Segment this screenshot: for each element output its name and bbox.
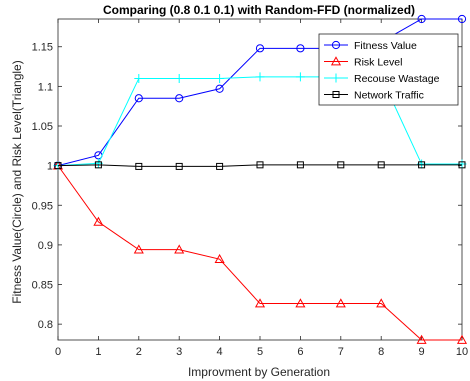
x-tick-label: 0 bbox=[55, 346, 61, 358]
data-point-2-3 bbox=[174, 73, 184, 83]
data-point-0-2 bbox=[134, 94, 143, 103]
data-point-3-0 bbox=[54, 162, 62, 170]
data-point-0-9 bbox=[417, 14, 426, 24]
y-tick-label: 1.1 bbox=[38, 81, 53, 93]
data-point-3-8 bbox=[377, 161, 385, 169]
x-tick-label: 8 bbox=[378, 346, 384, 358]
x-tick-label: 5 bbox=[257, 346, 263, 358]
y-axis-label: Fitness Value(Circle) and Risk Level(Tri… bbox=[10, 60, 24, 303]
series-3 bbox=[54, 161, 466, 170]
data-point-1-4 bbox=[214, 253, 225, 264]
legend-marker-2 bbox=[331, 73, 341, 83]
legend-label-3: Network Traffic bbox=[354, 90, 424, 102]
series-line-1 bbox=[57, 165, 462, 341]
legend-label-0: Fitness Value bbox=[354, 40, 417, 52]
legend-marker-1 bbox=[330, 56, 342, 66]
data-point-1-2 bbox=[133, 244, 144, 254]
data-point-0-10 bbox=[457, 14, 467, 24]
data-point-3-1 bbox=[94, 161, 102, 169]
chart-title: Comparing (0.8 0.1 0.1) with Random-FFD … bbox=[103, 3, 415, 17]
data-point-1-10 bbox=[456, 334, 468, 344]
x-tick-label: 7 bbox=[338, 346, 344, 358]
data-point-1-6 bbox=[295, 298, 306, 308]
data-point-3-10 bbox=[458, 161, 466, 169]
data-point-3-2 bbox=[135, 162, 143, 170]
data-point-2-4 bbox=[215, 73, 225, 83]
y-tick-label: 1.15 bbox=[32, 42, 53, 54]
legend-marker-0 bbox=[331, 40, 341, 50]
x-tick-label: 10 bbox=[456, 346, 468, 358]
data-point-0-6 bbox=[296, 44, 305, 53]
data-point-0-5 bbox=[255, 44, 265, 53]
x-tick-label: 1 bbox=[95, 346, 101, 358]
data-point-2-2 bbox=[134, 73, 144, 83]
legend-label-1: Risk Level bbox=[354, 57, 402, 69]
series-1 bbox=[52, 160, 468, 344]
data-point-1-8 bbox=[376, 298, 387, 308]
series-line-3 bbox=[57, 164, 462, 167]
legend-label-2: Recouse Wastage bbox=[354, 73, 440, 85]
data-point-3-3 bbox=[175, 162, 183, 170]
legend: Fitness Value Risk Level Recouse Wastage Ne… bbox=[318, 33, 459, 106]
data-point-3-5 bbox=[256, 161, 264, 169]
data-point-3-4 bbox=[216, 162, 224, 170]
x-axis-label: Improvment by Generation bbox=[188, 365, 330, 379]
data-point-3-7 bbox=[337, 161, 345, 169]
data-point-2-6 bbox=[295, 72, 305, 82]
data-point-3-9 bbox=[418, 161, 426, 169]
y-tick-label: 1.05 bbox=[32, 121, 53, 133]
x-tick-label: 3 bbox=[176, 346, 182, 358]
data-point-0-3 bbox=[175, 94, 184, 103]
legend-box bbox=[318, 33, 459, 106]
y-tick-label: 0.9 bbox=[38, 240, 53, 252]
x-tick-label: 9 bbox=[419, 346, 425, 358]
data-point-1-9 bbox=[416, 334, 427, 344]
y-tick-label: 0.8 bbox=[38, 319, 53, 331]
data-point-1-1 bbox=[93, 216, 104, 226]
y-tick-label: 1 bbox=[47, 161, 53, 173]
data-point-2-5 bbox=[255, 72, 265, 82]
legend-marker-3 bbox=[332, 91, 340, 98]
data-point-1-7 bbox=[335, 298, 346, 308]
data-point-0-4 bbox=[215, 84, 224, 93]
y-tick-label: 0.85 bbox=[32, 280, 53, 292]
x-tick-label: 2 bbox=[136, 346, 142, 358]
y-tick-label: 0.95 bbox=[32, 200, 53, 212]
x-tick-label: 6 bbox=[297, 346, 303, 358]
data-point-3-6 bbox=[296, 161, 304, 169]
data-point-1-3 bbox=[174, 244, 185, 254]
x-tick-label: 4 bbox=[217, 346, 223, 358]
data-point-1-5 bbox=[254, 298, 266, 308]
